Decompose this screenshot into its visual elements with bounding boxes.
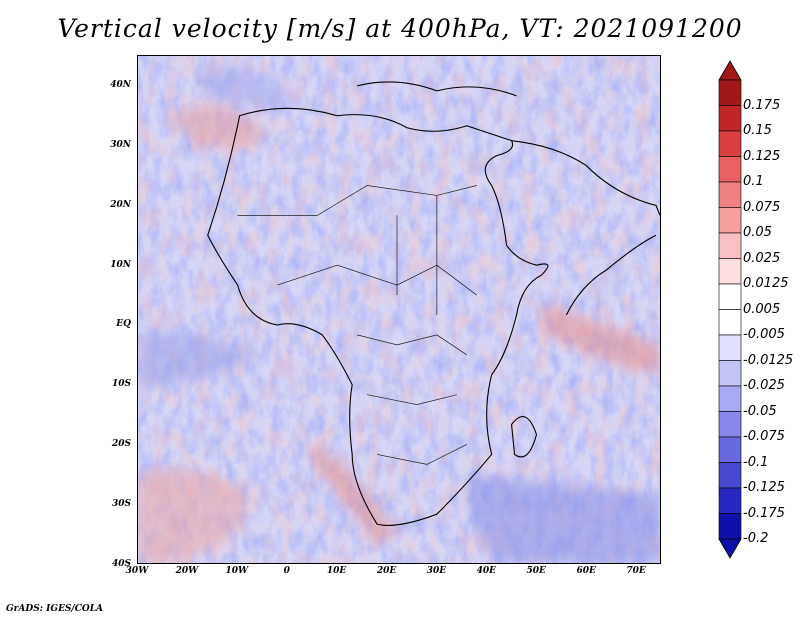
colorbar-bottom-arrow: [718, 538, 742, 559]
longitude-tick-label: 30E: [426, 566, 447, 576]
longitude-tick-label: 50E: [526, 566, 546, 576]
latitude-tick-label: 10S: [111, 379, 131, 390]
colorbar-segment: [718, 334, 742, 361]
colorbar-tick-label: 0.125: [743, 148, 781, 164]
colorbar-segment: [718, 79, 742, 106]
colorbar-tick-label: -0.05: [743, 403, 777, 419]
colorbar-graphic: [718, 60, 742, 559]
colorbar-segment: [718, 411, 742, 438]
colorbar-segment: [718, 309, 742, 336]
longitude-tick-label: 40E: [476, 566, 497, 576]
colorbar-tick-label: 0.005: [743, 301, 781, 317]
colorbar-segment: [718, 156, 742, 183]
colorbar-segment: [718, 130, 742, 157]
colorbar-segment: [718, 258, 742, 285]
colorbar-tick-label: 0.0125: [743, 276, 789, 291]
chart-title: Vertical velocity [m/s] at 400hPa, VT: 2…: [57, 14, 743, 43]
colorbar-segment: [718, 232, 742, 259]
colorbar-tick-label: 0.025: [743, 250, 781, 266]
latitude-tick-label: 30S: [111, 499, 131, 510]
latitude-tick-label: EQ: [116, 319, 131, 330]
longitude-tick-label: 10E: [326, 566, 347, 576]
colorbar-tick-label: 0.15: [743, 123, 772, 138]
colorbar-tick-label: 0.175: [743, 97, 781, 113]
latitude-tick-label: 30N: [110, 139, 131, 150]
colorbar-tick-label: -0.025: [743, 378, 785, 393]
longitude-tick-label: 70E: [626, 566, 646, 576]
vertical-velocity-field-map: [138, 56, 660, 563]
software-credit: GrADS: IGES/COLA: [6, 604, 104, 614]
colorbar-tick-label: -0.005: [743, 327, 785, 342]
latitude-tick-label: 40N: [110, 79, 131, 90]
latitude-tick-label: 20N: [110, 199, 131, 210]
colorbar-tick-label: -0.1: [743, 454, 769, 470]
colorbar-tick-label: 0.1: [743, 174, 764, 189]
colorbar-tick-label: -0.075: [743, 429, 785, 444]
longitude-tick-label: 0: [283, 566, 290, 576]
colorbar-tick-label: 0.075: [743, 199, 781, 215]
latitude-tick-label: 40S: [111, 559, 131, 569]
colorbar-tick-label: 0.05: [743, 225, 772, 240]
country-borders: [237, 185, 477, 465]
colorbar-segment: [718, 181, 742, 208]
colorbar-tick-label: -0.125: [743, 480, 785, 495]
colorbar-tick-label: -0.175: [743, 505, 785, 521]
colorbar-segment: [718, 360, 742, 387]
field-large-features: [138, 63, 660, 563]
latitude-tick-label: 20S: [111, 439, 131, 450]
longitude-tick-label: 30W: [125, 566, 149, 576]
longitude-tick-label: 10W: [225, 566, 249, 576]
colorbar-segment: [718, 436, 742, 463]
colorbar-tick-label: -0.0125: [743, 352, 794, 368]
colorbar-top-arrow: [718, 60, 742, 81]
longitude-tick-label: 20W: [175, 566, 199, 576]
colorbar-segment: [718, 207, 742, 234]
latitude-tick-label: 10N: [110, 259, 131, 270]
longitude-tick-label: 60E: [576, 566, 596, 576]
colorbar-segment: [718, 283, 742, 310]
colorbar-segment: [718, 105, 742, 132]
colorbar-segment: [718, 487, 742, 514]
colorbar-segment: [718, 462, 742, 489]
colorbar-tick-label: -0.2: [743, 531, 769, 546]
coastlines: [207, 81, 660, 526]
colorbar-segment: [718, 385, 742, 412]
colorbar-segment: [718, 513, 742, 540]
map-panel: [137, 55, 661, 564]
longitude-tick-label: 20E: [376, 566, 397, 576]
